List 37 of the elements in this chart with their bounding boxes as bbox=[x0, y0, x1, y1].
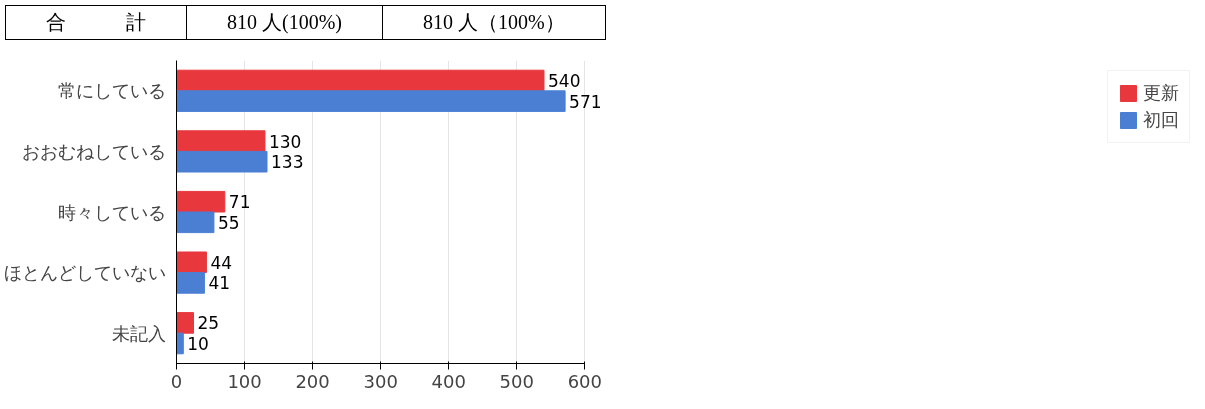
bar bbox=[176, 150, 268, 173]
x-tick-label: 500 bbox=[499, 370, 534, 392]
x-tick-label: 300 bbox=[363, 370, 398, 392]
text: 810 人(100%) bbox=[186, 5, 383, 40]
bar bbox=[176, 312, 195, 334]
data-label: 71 bbox=[228, 192, 251, 213]
data-label: 44 bbox=[210, 252, 233, 273]
y-tick-label: 未記入 bbox=[111, 322, 166, 344]
x-tick-label: 600 bbox=[567, 370, 603, 392]
bar bbox=[176, 69, 545, 92]
data-label: 133 bbox=[271, 152, 304, 173]
bar bbox=[176, 130, 266, 152]
legend-label: 更新 bbox=[1143, 81, 1179, 105]
bar bbox=[176, 332, 184, 355]
bar bbox=[176, 211, 215, 234]
y-tick-label: 常にしている bbox=[57, 80, 166, 102]
y-tick-label: ほとんどしていない bbox=[3, 262, 166, 284]
bar bbox=[176, 251, 207, 274]
bar bbox=[176, 190, 226, 213]
y-tick-label: 時々している bbox=[57, 201, 166, 223]
x-tick-label: 200 bbox=[295, 370, 330, 392]
data-label: 25 bbox=[197, 313, 220, 334]
data-label: 130 bbox=[268, 131, 302, 152]
data-label: 55 bbox=[217, 212, 240, 233]
text: 810 人（100%） bbox=[382, 5, 606, 40]
data-label: 41 bbox=[208, 273, 231, 294]
data-label: 10 bbox=[187, 334, 209, 354]
legend-label: 初回 bbox=[1143, 108, 1179, 132]
bar bbox=[176, 90, 566, 112]
data-label: 540 bbox=[548, 71, 581, 91]
x-tick-label: 100 bbox=[227, 370, 262, 392]
text: 合 計 bbox=[5, 5, 187, 40]
data-label: 571 bbox=[569, 91, 602, 112]
x-tick-label: 0 bbox=[170, 370, 183, 392]
bar bbox=[176, 272, 205, 294]
y-tick-label: おおむねしている bbox=[21, 140, 166, 162]
x-tick-label: 400 bbox=[431, 370, 466, 392]
